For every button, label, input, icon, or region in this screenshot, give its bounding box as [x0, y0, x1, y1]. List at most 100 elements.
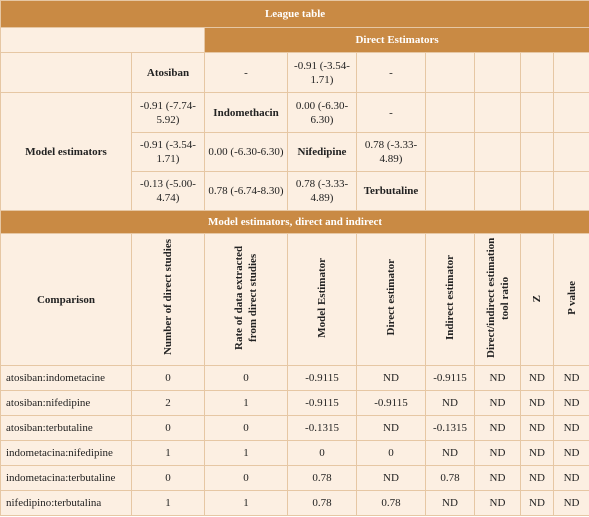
rotated-header: P value	[565, 280, 578, 315]
value: ND	[474, 490, 521, 516]
estimate: -	[204, 52, 288, 93]
value: ND	[356, 415, 426, 441]
blank-cell	[474, 132, 521, 172]
value: ND	[552, 390, 589, 416]
league-row: Atosiban - -0.91 (-3.54-1.71) -	[0, 52, 589, 93]
estimate: -0.91 (-3.54-1.71)	[131, 132, 205, 172]
column-header-row: Comparison Number of direct studies Rate o…	[0, 233, 589, 366]
value: 0	[131, 465, 205, 491]
value: -0.9115	[287, 365, 357, 391]
estimate: -0.91 (-3.54-1.71)	[287, 52, 357, 93]
data-row: indometacina:nifedipine 1 1 0 0 ND ND ND ND	[0, 440, 589, 466]
value: ND	[520, 390, 554, 416]
estimate: 0.78 (-3.33-4.89)	[356, 132, 426, 172]
blank-cell	[520, 171, 554, 211]
estimate: -	[356, 52, 426, 93]
value: ND	[356, 365, 426, 391]
value: 0.78	[425, 465, 475, 491]
blank-cell	[0, 52, 132, 93]
blank-cell	[520, 92, 554, 133]
value: 1	[131, 440, 205, 466]
value: 1	[204, 440, 288, 466]
value: ND	[474, 440, 521, 466]
value: 1	[204, 390, 288, 416]
value: ND	[520, 415, 554, 441]
data-row: atosiban:indometacine 0 0 -0.9115 ND -0.9115 N…	[0, 365, 589, 391]
table-title: League table	[0, 0, 589, 28]
value: 0.78	[287, 490, 357, 516]
value: ND	[552, 490, 589, 516]
value: -0.9115	[356, 390, 426, 416]
value: 2	[131, 390, 205, 416]
blank-cell	[552, 52, 589, 93]
rotated-header: Direct estimator	[385, 259, 397, 336]
value: ND	[552, 465, 589, 491]
value: -0.9115	[287, 390, 357, 416]
section-header: Model estimators, direct and indirect	[0, 210, 589, 234]
rotated-header: Model Estimator	[316, 257, 328, 338]
value: ND	[520, 465, 554, 491]
data-row: indometacina:terbutaline 0 0 0.78 ND 0.78 ND ND…	[0, 465, 589, 491]
value: 1	[131, 490, 205, 516]
blank-cell	[520, 132, 554, 172]
treatment-name: Nifedipine	[287, 132, 357, 172]
comparison: indometacina:nifedipine	[0, 440, 132, 466]
estimate: 0.00 (-6.30-6.30)	[204, 132, 288, 172]
value: 0	[204, 465, 288, 491]
blank-cell	[552, 171, 589, 211]
column-header: Rate of data extracted from direct studi…	[204, 233, 288, 366]
league-row: Model estimators -0.91 (-7.74-5.92) Indome…	[0, 92, 589, 211]
value: 0.78	[287, 465, 357, 491]
estimate: -0.91 (-7.74-5.92)	[131, 92, 205, 133]
value: 0	[131, 415, 205, 441]
value: 0	[131, 365, 205, 391]
estimate: -0.13 (-5.00-4.74)	[131, 171, 205, 211]
value: ND	[520, 365, 554, 391]
treatment-name: Indomethacin	[204, 92, 288, 133]
blank-cell	[552, 132, 589, 172]
rotated-header: Number of direct studies	[162, 239, 174, 356]
value: ND	[474, 465, 521, 491]
blank-cell	[0, 27, 205, 53]
value: ND	[425, 390, 475, 416]
rotated-header: Indirect estimator	[444, 254, 456, 341]
value: ND	[520, 440, 554, 466]
rotated-header: Direct/indirect estimation tool ratio	[484, 237, 511, 358]
direct-header-row: Direct Estimators	[0, 27, 589, 53]
comparison: atosiban:terbutaline	[0, 415, 132, 441]
value: 0	[204, 365, 288, 391]
column-header: Indirect estimator	[425, 233, 475, 366]
blank-cell	[552, 92, 589, 133]
blank-cell	[425, 92, 475, 133]
value: 0	[356, 440, 426, 466]
value: 1	[204, 490, 288, 516]
treatment-name: Terbutaline	[356, 171, 426, 211]
comparison: atosiban:indometacine	[0, 365, 132, 391]
value: ND	[552, 415, 589, 441]
estimate: 0.00 (-6.30-6.30)	[287, 92, 357, 133]
blank-cell	[425, 132, 475, 172]
value: ND	[474, 365, 521, 391]
rotated-header: Z	[531, 295, 543, 303]
column-header: Z	[520, 233, 554, 366]
value: 0.78	[356, 490, 426, 516]
estimate: 0.78 (-3.33-4.89)	[287, 171, 357, 211]
title-row: League table	[0, 0, 589, 28]
row-label: Model estimators	[0, 92, 132, 211]
data-row: nifedipino:terbutalina 1 1 0.78 0.78 ND ND ND ND	[0, 490, 589, 516]
value: -0.1315	[425, 415, 475, 441]
league-row: -0.91 (-3.54-1.71) 0.00 (-6.30-6.30) Nifed…	[1, 132, 589, 172]
estimate: 0.78 (-6.74-8.30)	[204, 171, 288, 211]
value: ND	[552, 365, 589, 391]
blank-cell	[474, 52, 521, 93]
blank-cell	[520, 52, 554, 93]
column-header: Direct/indirect estimation tool ratio	[474, 233, 521, 366]
column-header: Number of direct studies	[131, 233, 205, 366]
value: ND	[356, 465, 426, 491]
rotated-header: Rate of data extracted from direct studi…	[233, 245, 259, 350]
value: 0	[287, 440, 357, 466]
value: ND	[425, 490, 475, 516]
comparison: indometacina:terbutaline	[0, 465, 132, 491]
